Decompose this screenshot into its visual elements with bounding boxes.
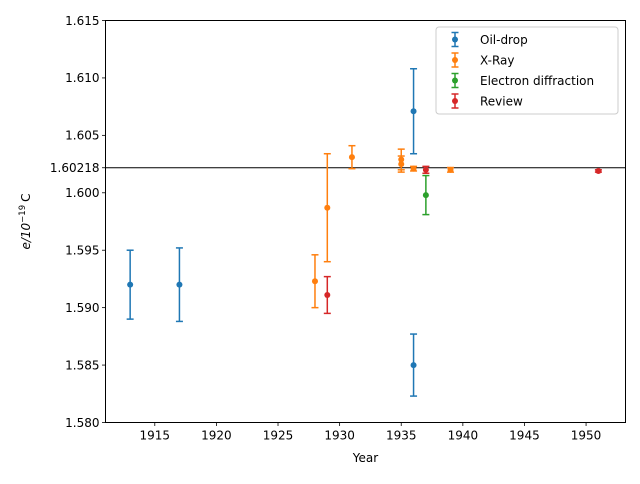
x-axis-label: Year [352,451,378,465]
y-axis-label-exponent: −19 [18,205,28,223]
data-point-group [594,167,602,174]
legend-marker [452,36,458,43]
legend-label: X-Ray [480,53,514,67]
plot-frame [105,20,626,423]
legend-label: Oil-drop [480,33,528,47]
y-axis-label-unit: C [19,193,33,201]
legend-marker [452,57,458,63]
data-point [324,292,331,299]
y-axis-ticks: 1.580 1.585 1.590 1.595 1.600 1.60218 1.605 1.6… [50,14,106,430]
y-tick-label: 1.605 [65,129,99,143]
x-tick-label: 1930 [324,429,355,443]
data-point [422,192,429,199]
y-tick-label: 1.590 [65,301,99,315]
data-point [410,165,417,172]
x-tick-label: 1950 [571,429,602,443]
x-tick-label: 1940 [448,429,479,443]
data-point [324,204,331,211]
legend-box [435,26,619,115]
data-point-group [323,275,331,315]
y-tick-label: 1.610 [65,71,99,85]
legend: Oil-drop X-Ray Electron diffraction Review [435,26,619,115]
y-tick-label: 1.615 [65,14,99,28]
legend-marker [452,77,458,84]
data-point [398,161,405,168]
data-point [595,167,602,174]
points-layer [126,67,602,397]
y-tick-label: 1.600 [65,186,99,200]
y-tick-label: 1.580 [65,416,99,430]
x-tick-label: 1915 [140,429,171,443]
y-tick-label: 1.595 [65,244,99,258]
data-point [311,278,318,285]
data-point [410,362,417,369]
data-point-group [410,165,418,172]
legend-marker [452,98,458,104]
x-tick-label: 1935 [386,429,417,443]
data-point-group [447,166,455,173]
legend-label: Electron diffraction [480,74,594,88]
y-axis-label-main: e/10 [19,222,33,249]
data-point-group [311,254,319,309]
data-point [410,108,417,115]
data-point-group [348,144,356,170]
data-point [348,154,355,161]
x-tick-label: 1925 [263,429,294,443]
legend-label: Review [480,94,523,108]
x-tick-label: 1920 [201,429,232,443]
data-point [127,281,134,288]
data-point-group [126,249,134,320]
y-tick-label: 1.585 [65,358,99,372]
y-axis-label: e/10−19 C [18,193,33,249]
data-point [176,281,183,288]
data-point-group [323,152,331,263]
data-point [422,166,429,173]
data-point [447,166,454,173]
data-point-group [175,247,183,323]
y-tick-label: 1.60218 [50,161,100,175]
x-axis-ticks: 1915 1920 1925 1930 1935 1940 1945 1950 [140,422,602,443]
data-point-group [422,174,430,216]
data-point-group [410,67,418,155]
data-point-group [422,165,430,175]
x-tick-label: 1945 [509,429,540,443]
data-point-group [397,155,405,173]
data-point-group [410,333,418,397]
